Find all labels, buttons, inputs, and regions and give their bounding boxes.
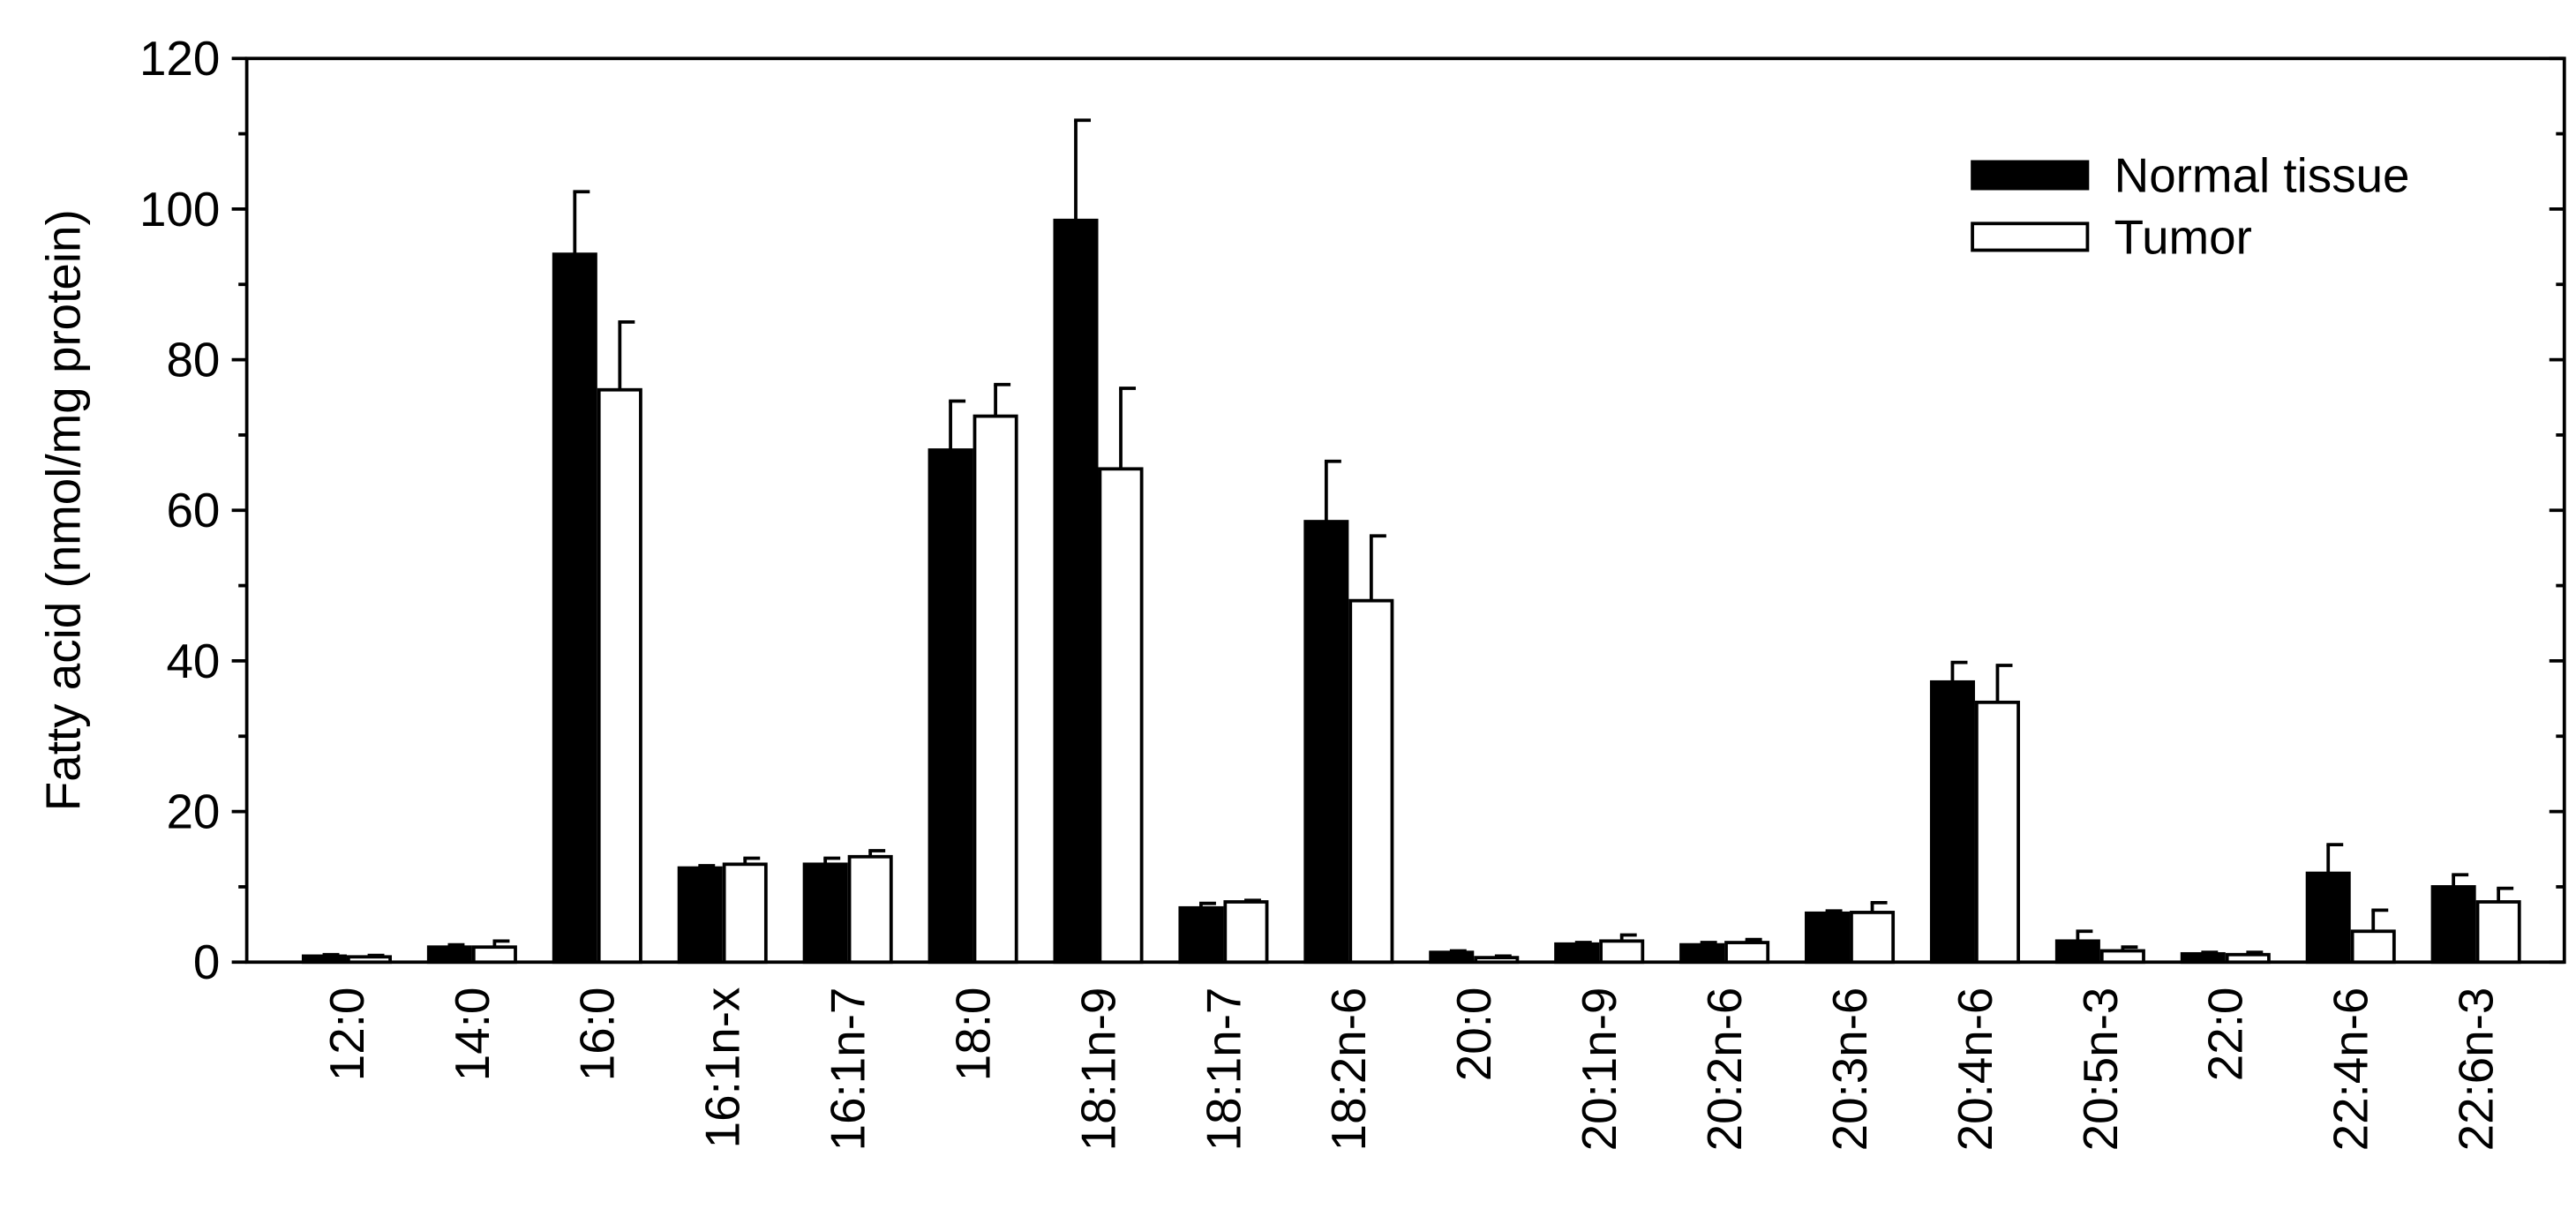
bar	[1429, 950, 1475, 965]
bar	[928, 448, 973, 965]
bar	[2180, 951, 2226, 965]
bar	[1724, 941, 1770, 965]
y-tick-label: 20	[166, 784, 220, 838]
y-tick-label: 0	[193, 935, 220, 989]
x-tick-label: 22:6n-3	[2449, 987, 2504, 1152]
bar	[426, 945, 472, 965]
legend-swatch	[1971, 222, 2090, 252]
x-tick-label: 18:1n-7	[1196, 987, 1250, 1152]
bar	[2350, 929, 2396, 965]
bar	[2305, 871, 2351, 965]
x-tick-label: 18:2n-6	[1321, 987, 1376, 1152]
x-tick-label: 22:0	[2198, 987, 2253, 1082]
y-tick-label: 40	[166, 634, 220, 688]
x-tick-label: 16:1n-7	[821, 987, 875, 1152]
bar	[1974, 700, 2020, 965]
legend-swatch	[1971, 160, 2090, 191]
legend-label: Normal tissue	[2114, 147, 2410, 202]
bar	[2099, 949, 2145, 965]
bar	[722, 862, 768, 965]
bar	[1929, 680, 1975, 965]
y-tick-label: 100	[139, 182, 220, 237]
bar	[1474, 956, 1520, 965]
bar	[552, 252, 597, 965]
bar	[973, 414, 1018, 965]
x-tick-label: 18:1n-9	[1070, 987, 1125, 1152]
bar	[677, 866, 723, 965]
x-tick-label: 20:1n-9	[1572, 987, 1626, 1152]
bar	[2475, 900, 2521, 965]
x-tick-label: 16:1n-x	[695, 987, 750, 1149]
x-tick-label: 20:2n-6	[1697, 987, 1752, 1152]
x-tick-label: 20:5n-3	[2073, 987, 2128, 1152]
bar	[1223, 900, 1269, 965]
bar	[1599, 939, 1645, 965]
x-tick-label: 16:0	[570, 987, 625, 1082]
x-tick-label: 20:4n-6	[1948, 987, 2002, 1152]
y-tick-label: 60	[166, 483, 220, 537]
bar	[597, 387, 642, 965]
bar	[1053, 218, 1099, 965]
x-tick-label: 22:4n-6	[2324, 987, 2378, 1152]
bar	[1850, 911, 1896, 965]
bar	[2225, 952, 2271, 965]
bar	[1805, 911, 1851, 965]
x-tick-label: 20:3n-6	[1822, 987, 1877, 1152]
bar	[471, 945, 517, 965]
bar	[301, 954, 347, 965]
bar	[2430, 885, 2476, 965]
bar	[1554, 942, 1600, 965]
bar	[1178, 905, 1224, 965]
bar	[802, 862, 848, 965]
x-tick-label: 12:0	[319, 987, 374, 1082]
bar	[2054, 939, 2100, 965]
bar	[1098, 467, 1144, 965]
y-tick-label: 80	[166, 332, 220, 387]
y-tick-label: 120	[139, 31, 220, 86]
legend-label: Tumor	[2114, 209, 2252, 264]
y-axis-label: Fatty acid (nmol/mg protein)	[36, 209, 91, 811]
x-tick-label: 18:0	[945, 987, 1000, 1082]
bar	[1679, 942, 1725, 965]
bar	[1348, 598, 1394, 965]
x-tick-label: 20:0	[1446, 987, 1501, 1082]
bar	[1303, 520, 1349, 965]
x-tick-label: 14:0	[445, 987, 499, 1082]
bar	[346, 955, 392, 965]
bar	[847, 854, 893, 965]
